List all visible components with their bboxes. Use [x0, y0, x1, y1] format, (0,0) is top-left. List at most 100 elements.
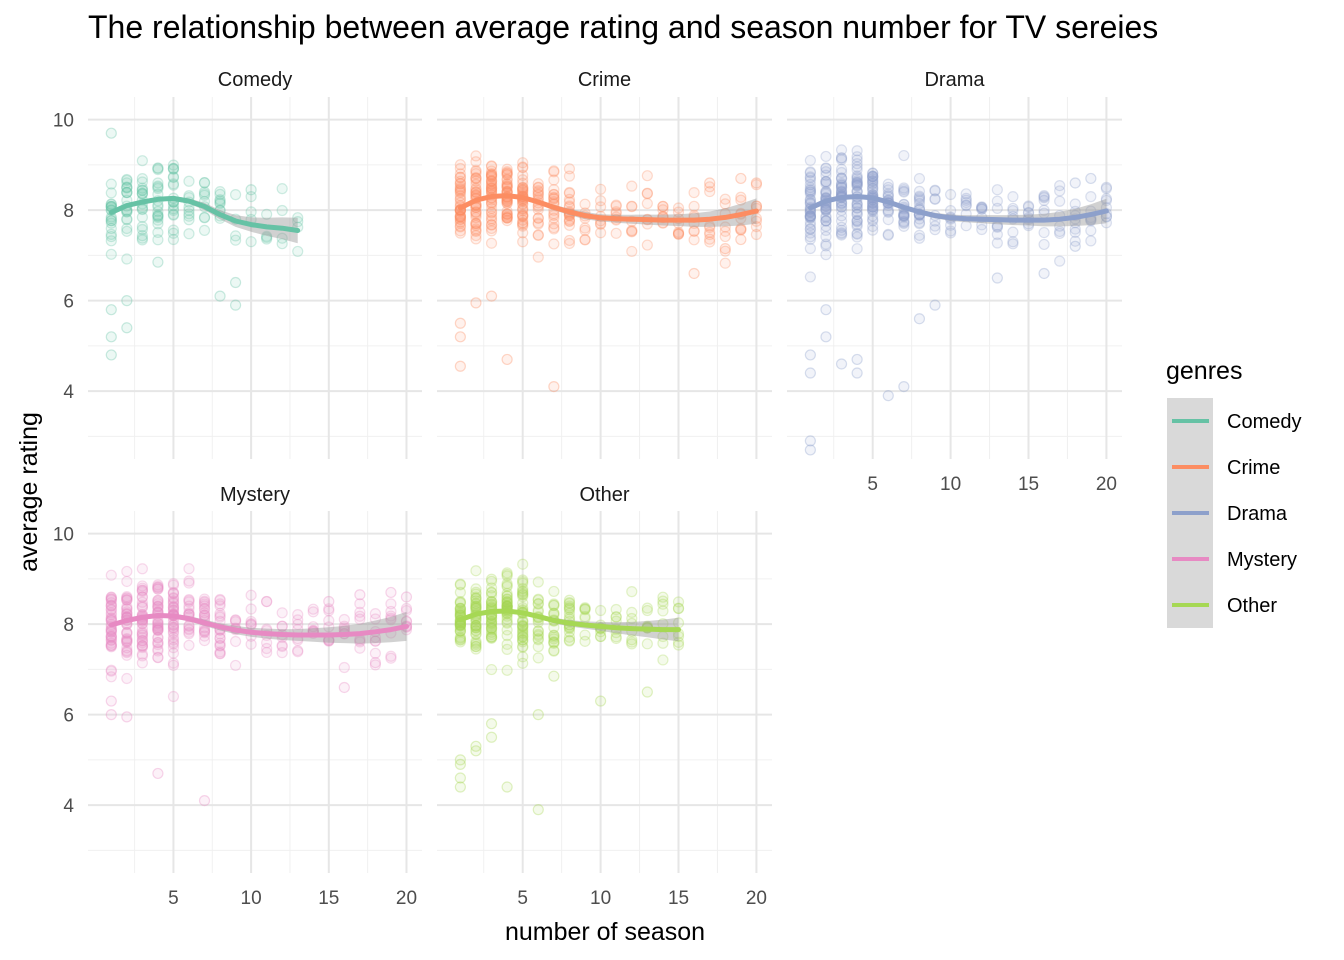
x-tick-label: 10	[241, 888, 262, 909]
scatter-point	[595, 195, 607, 207]
scatter-point	[167, 597, 180, 610]
trend-line	[457, 193, 759, 223]
scatter-point	[152, 620, 164, 632]
scatter-point	[820, 215, 832, 227]
scatter-point	[152, 652, 164, 664]
scatter-point	[517, 217, 529, 229]
scatter-point	[820, 238, 832, 250]
scatter-point	[454, 227, 466, 239]
scatter-point	[548, 636, 560, 648]
scatter-point	[485, 582, 498, 594]
scatter-point	[563, 634, 576, 646]
scatter-point	[595, 695, 607, 707]
scatter-point	[152, 163, 164, 176]
scatter-point	[105, 709, 117, 721]
scatter-point	[517, 184, 529, 196]
scatter-point	[517, 626, 529, 638]
scatter-point	[105, 664, 117, 676]
scatter-point	[1085, 191, 1097, 203]
scatter-point	[454, 625, 466, 637]
facet-panel-mystery: Mystery 5 10 15 20 4 6 8 10	[53, 484, 422, 909]
scatter-point	[501, 214, 513, 227]
scatter-point	[470, 619, 482, 632]
scatter-point	[960, 188, 972, 200]
scatter-point	[820, 212, 832, 224]
scatter-point	[152, 209, 164, 221]
scatter-point	[485, 171, 498, 183]
scatter-point	[136, 172, 148, 185]
scatter-point	[276, 238, 288, 250]
scatter-point	[835, 179, 848, 191]
scatter-point	[804, 210, 816, 222]
scatter-point	[152, 767, 164, 780]
scatter-point	[517, 629, 529, 642]
scatter-point	[152, 234, 164, 246]
scatter-point	[704, 236, 716, 248]
scatter-point	[548, 212, 560, 224]
scatter-point	[485, 170, 498, 182]
scatter-point	[517, 624, 529, 637]
scatter-point	[136, 657, 148, 669]
scatter-point	[851, 218, 863, 231]
scatter-point	[136, 187, 148, 199]
scatter-point	[851, 151, 863, 163]
scatter-point	[804, 233, 816, 245]
scatter-point	[105, 591, 117, 603]
scatter-point	[121, 649, 133, 661]
scatter-point	[517, 558, 529, 570]
scatter-point	[851, 208, 863, 220]
scatter-point	[1085, 172, 1097, 185]
scatter-point	[548, 644, 560, 657]
scatter-point	[485, 622, 498, 634]
scatter-point	[501, 180, 513, 192]
scatter-point	[485, 237, 498, 249]
scatter-point	[323, 621, 335, 633]
scatter-point	[214, 639, 226, 652]
scatter-point	[485, 213, 498, 225]
scatter-point	[563, 215, 576, 227]
scatter-point	[136, 184, 148, 196]
scatter-point	[198, 177, 211, 189]
scatter-point	[167, 227, 180, 239]
scatter-point	[501, 617, 513, 629]
scatter-point	[960, 196, 972, 209]
scatter-point	[548, 598, 560, 610]
scatter-point	[835, 221, 848, 233]
scatter-point	[167, 203, 180, 215]
scatter-point	[501, 178, 513, 191]
scatter-point	[198, 794, 211, 807]
scatter-point	[183, 575, 195, 587]
scatter-point	[470, 172, 482, 184]
scatter-point	[105, 639, 117, 651]
scatter-point	[501, 178, 513, 190]
scatter-point	[835, 228, 848, 240]
scatter-point	[548, 238, 560, 250]
scatter-point	[485, 615, 498, 628]
scatter-point	[485, 202, 498, 214]
scatter-point	[735, 222, 747, 235]
scatter-point	[820, 176, 832, 188]
scatter-point	[152, 617, 164, 629]
scatter-point	[517, 634, 529, 646]
facet-panel-other: Other 5 10 15 20	[437, 484, 772, 909]
scatter-point	[867, 167, 879, 180]
scatter-point	[485, 219, 498, 231]
scatter-point	[183, 600, 195, 612]
scatter-point	[548, 188, 560, 201]
legend-label: Drama	[1227, 503, 1288, 525]
scatter-point	[501, 577, 513, 590]
scatter-point	[136, 596, 148, 608]
scatter-point	[501, 568, 513, 581]
scatter-point	[167, 647, 180, 659]
scatter-point	[167, 208, 180, 220]
scatter-point	[688, 234, 700, 246]
scatter-point	[105, 222, 117, 235]
scatter-point	[276, 183, 288, 195]
scatter-point	[851, 176, 863, 189]
scatter-point	[121, 222, 133, 235]
scatter-point	[851, 161, 863, 173]
scatter-point	[167, 638, 180, 650]
scatter-point	[121, 626, 133, 639]
scatter-point	[867, 215, 879, 227]
scatter-point	[121, 633, 133, 646]
